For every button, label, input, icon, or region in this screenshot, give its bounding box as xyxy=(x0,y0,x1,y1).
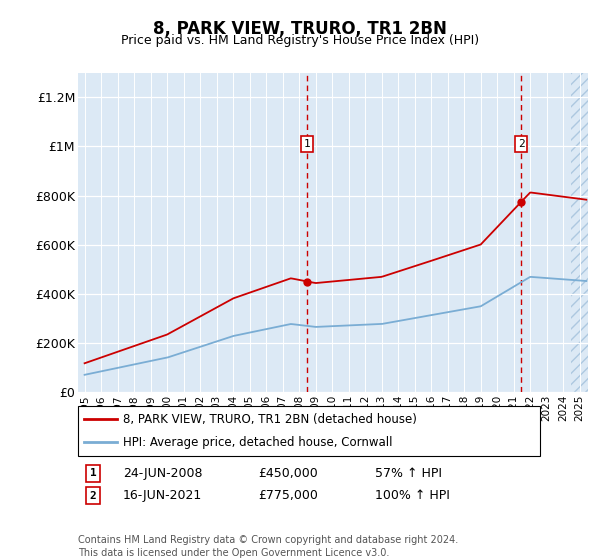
Text: 8, PARK VIEW, TRURO, TR1 2BN: 8, PARK VIEW, TRURO, TR1 2BN xyxy=(153,20,447,38)
Text: 1: 1 xyxy=(304,139,310,149)
Text: 16-JUN-2021: 16-JUN-2021 xyxy=(123,489,202,502)
Text: £450,000: £450,000 xyxy=(258,466,318,480)
Text: 2: 2 xyxy=(518,139,524,149)
Text: 57% ↑ HPI: 57% ↑ HPI xyxy=(375,466,442,480)
Text: Price paid vs. HM Land Registry's House Price Index (HPI): Price paid vs. HM Land Registry's House … xyxy=(121,34,479,46)
Text: HPI: Average price, detached house, Cornwall: HPI: Average price, detached house, Corn… xyxy=(123,436,392,449)
Text: 100% ↑ HPI: 100% ↑ HPI xyxy=(375,489,450,502)
Text: 2: 2 xyxy=(89,491,97,501)
Text: 8, PARK VIEW, TRURO, TR1 2BN (detached house): 8, PARK VIEW, TRURO, TR1 2BN (detached h… xyxy=(123,413,417,426)
Text: £775,000: £775,000 xyxy=(258,489,318,502)
Text: 1: 1 xyxy=(89,468,97,478)
Text: Contains HM Land Registry data © Crown copyright and database right 2024.
This d: Contains HM Land Registry data © Crown c… xyxy=(78,535,458,558)
Text: 24-JUN-2008: 24-JUN-2008 xyxy=(123,466,203,480)
